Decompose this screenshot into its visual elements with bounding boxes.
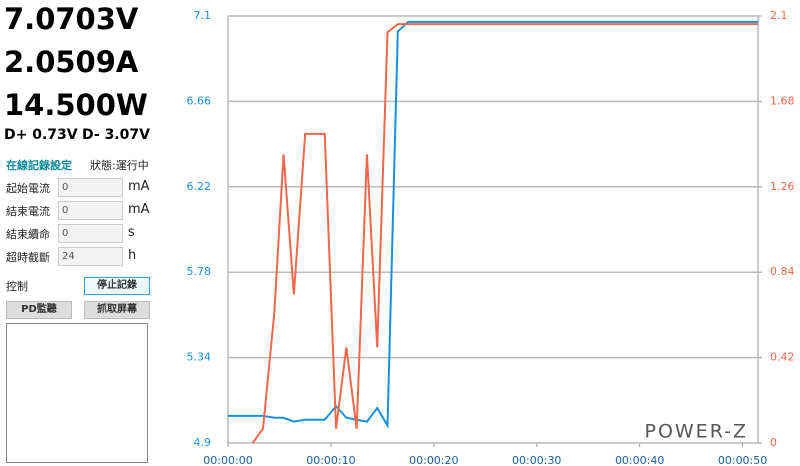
y-tick-label: 6.22 xyxy=(187,180,212,193)
y2-tick-label: 2.1 xyxy=(770,9,788,22)
log-area[interactable] xyxy=(6,323,148,463)
field-input[interactable]: 0 xyxy=(58,178,123,197)
field-label: 結束電流 xyxy=(6,205,50,218)
series-line xyxy=(228,20,758,430)
plot-frame xyxy=(227,15,759,444)
x-tick-label: 00:00:00 xyxy=(203,454,252,466)
x-tick-label: 00:00:10 xyxy=(306,454,355,466)
power-readout: 14.500W xyxy=(4,88,148,122)
y-tick-label: 7.1 xyxy=(194,9,212,22)
field-label: 結束續命 xyxy=(6,228,50,241)
d-minus: D- 3.07V xyxy=(82,127,150,143)
field-unit: mA xyxy=(128,179,150,194)
field-unit: h xyxy=(128,248,137,263)
y2-tick-label: 0 xyxy=(770,436,777,449)
status: 狀態:運行中 xyxy=(90,159,149,172)
field-label: 超時截斷 xyxy=(6,251,50,264)
field-label: 起始電流 xyxy=(6,182,50,195)
y2-tick-label: 1.68 xyxy=(770,94,795,107)
logo: POWER-Z xyxy=(644,421,748,443)
field-unit: mA xyxy=(128,202,150,217)
x-tick-label: 00:00:20 xyxy=(409,454,458,466)
series-line xyxy=(251,23,758,444)
capture-button[interactable]: 抓取屏幕 xyxy=(84,301,150,319)
d-plus: D+ 0.73V xyxy=(4,127,78,143)
field-input[interactable]: 24 xyxy=(58,247,123,266)
x-tick-label: 00:00:50 xyxy=(718,454,767,466)
pd-button[interactable]: PD監聽 xyxy=(6,301,72,319)
y-tick-label: 5.34 xyxy=(187,351,212,364)
x-tick-label: 00:00:30 xyxy=(512,454,561,466)
voltage-readout: 7.0703V xyxy=(4,2,139,36)
x-tick-label: 00:00:40 xyxy=(615,454,664,466)
y2-tick-label: 0.42 xyxy=(770,351,795,364)
stop-button[interactable]: 停止記錄 xyxy=(84,277,150,295)
y-tick-label: 6.66 xyxy=(187,94,212,107)
field-input[interactable]: 0 xyxy=(58,201,123,220)
field-unit: s xyxy=(128,225,135,240)
y-tick-label: 5.78 xyxy=(187,265,212,278)
current-readout: 2.0509A xyxy=(4,45,139,79)
y2-tick-label: 1.26 xyxy=(770,180,795,193)
y2-tick-label: 0.84 xyxy=(770,265,795,278)
field-input[interactable]: 0 xyxy=(58,224,123,243)
settings-title: 在線記錄設定 xyxy=(6,159,72,172)
y-tick-label: 4.9 xyxy=(194,436,212,449)
control-label: 控制 xyxy=(6,280,28,293)
